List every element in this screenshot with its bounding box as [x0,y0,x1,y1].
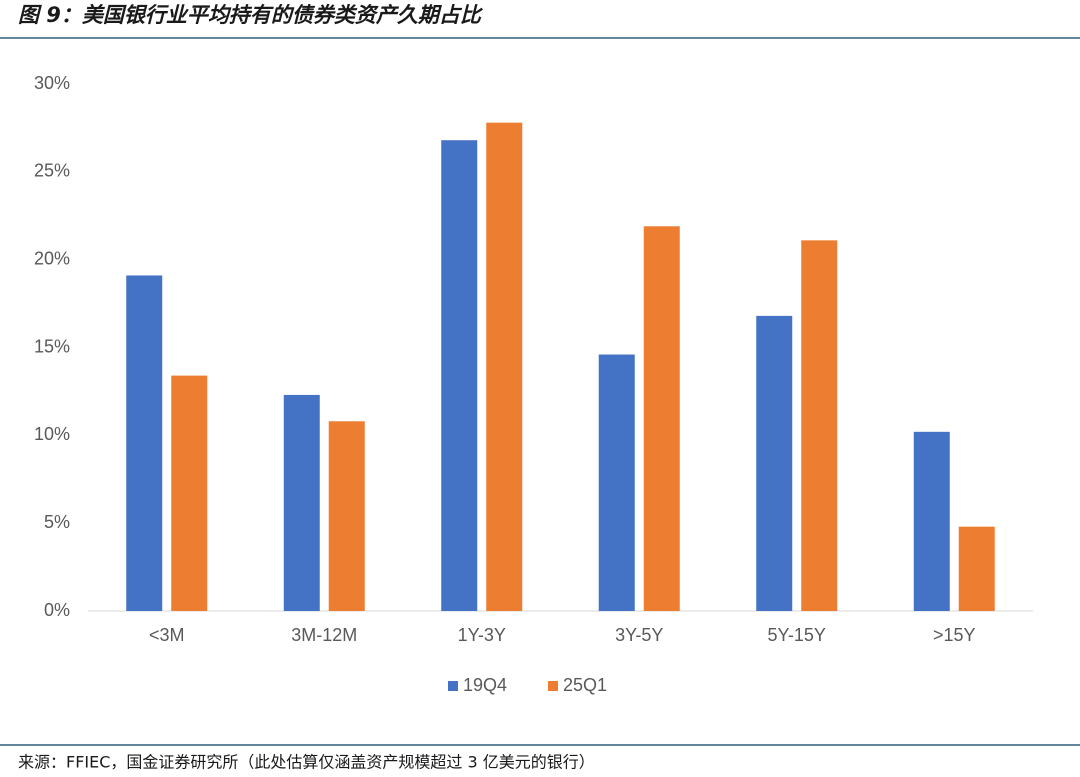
bar [171,375,208,611]
legend-label: 25Q1 [563,675,607,695]
bar [643,226,680,612]
source-note: 来源：FFIEC，国金证券研究所（此处估算仅涵盖资产规模超过 3 亿美元的银行） [18,753,595,772]
legend-label: 19Q4 [463,675,507,695]
y-tick-label: 30% [34,73,70,93]
chart-title: 图 9：美国银行业平均持有的债券类资产久期占比 [18,3,484,27]
y-tick-label: 10% [34,424,70,444]
y-tick-label: 15% [34,336,70,356]
bar [283,394,320,611]
legend-swatch [548,681,558,691]
bar [441,140,478,612]
x-tick-label: 3Y-5Y [615,625,663,645]
x-tick-label: 3M-12M [291,625,357,645]
bar [958,526,995,611]
bar [126,275,163,611]
bar [328,421,365,611]
bar [801,240,838,612]
y-tick-label: 5% [44,512,70,532]
bar [756,315,793,611]
y-tick-label: 25% [34,161,70,181]
x-tick-label: <3M [149,625,185,645]
x-tick-label: 1Y-3Y [458,625,506,645]
y-tick-label: 20% [34,248,70,268]
x-tick-label: 5Y-15Y [768,625,826,645]
x-tick-label: >15Y [933,625,976,645]
legend-swatch [448,681,458,691]
bar [598,354,635,611]
bar [486,122,523,611]
bar [913,431,950,611]
y-tick-label: 0% [44,600,70,620]
